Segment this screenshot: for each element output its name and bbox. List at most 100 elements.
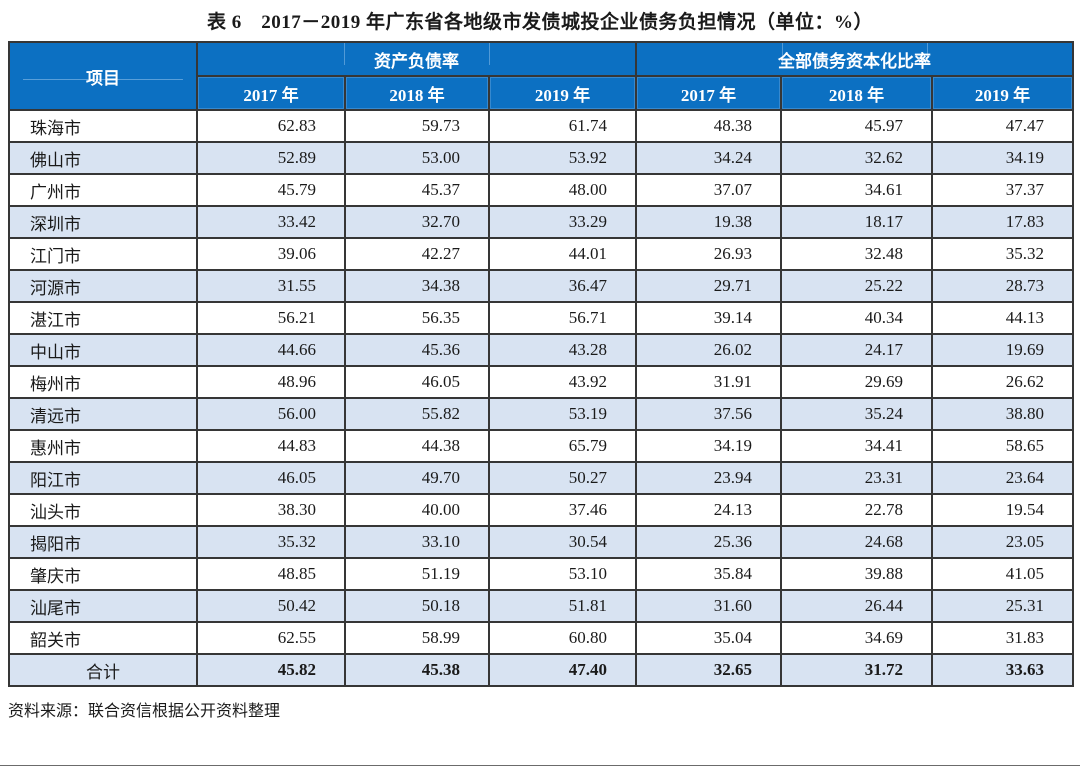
table-row: 中山市 44.66 45.36 43.28 26.02 24.17 19.69 (8, 333, 1075, 367)
bottom-divider (0, 765, 1080, 766)
value-cell: 58.99 (344, 621, 490, 655)
total-value-cell: 45.38 (344, 653, 490, 687)
value-cell: 31.83 (930, 621, 1075, 655)
value-cell: 48.00 (488, 173, 637, 207)
value-cell: 56.35 (344, 301, 490, 335)
city-name: 汕头市 (8, 493, 198, 527)
header-year-2019-b: 2019 年 (930, 75, 1075, 111)
value-cell: 45.97 (780, 109, 933, 143)
city-name: 佛山市 (8, 141, 198, 175)
value-cell: 35.32 (930, 237, 1075, 271)
city-name: 梅州市 (8, 365, 198, 399)
value-cell: 23.05 (930, 525, 1075, 559)
value-cell: 45.37 (344, 173, 490, 207)
value-cell: 55.82 (344, 397, 490, 431)
value-cell: 35.04 (635, 621, 782, 655)
table-row: 广州市 45.79 45.37 48.00 37.07 34.61 37.37 (8, 173, 1075, 207)
value-cell: 35.84 (635, 557, 782, 591)
header-year-2018-a: 2018 年 (344, 75, 490, 111)
value-cell: 23.94 (635, 461, 782, 495)
value-cell: 39.14 (635, 301, 782, 335)
value-cell: 38.80 (930, 397, 1075, 431)
city-name: 河源市 (8, 269, 198, 303)
value-cell: 50.18 (344, 589, 490, 623)
source-note: 资料来源：联合资信根据公开资料整理 (8, 703, 281, 720)
value-cell: 34.41 (780, 429, 933, 463)
debt-burden-table: 项目 资产负债率 全部债务资本化比率 2017 年 2018 年 2019 年 … (8, 41, 1075, 687)
value-cell: 53.92 (488, 141, 637, 175)
table-row: 清远市 56.00 55.82 53.19 37.56 35.24 38.80 (8, 397, 1075, 431)
city-name: 深圳市 (8, 205, 198, 239)
city-name: 惠州市 (8, 429, 198, 463)
table-row: 汕尾市 50.42 50.18 51.81 31.60 26.44 25.31 (8, 589, 1075, 623)
value-cell: 44.13 (930, 301, 1075, 335)
table-row: 韶关市 62.55 58.99 60.80 35.04 34.69 31.83 (8, 621, 1075, 655)
value-cell: 32.62 (780, 141, 933, 175)
city-name: 肇庆市 (8, 557, 198, 591)
value-cell: 56.00 (196, 397, 346, 431)
total-value-cell: 31.72 (780, 653, 933, 687)
value-cell: 59.73 (344, 109, 490, 143)
value-cell: 34.38 (344, 269, 490, 303)
value-cell: 31.60 (635, 589, 782, 623)
value-cell: 50.27 (488, 461, 637, 495)
table-row: 揭阳市 35.32 33.10 30.54 25.36 24.68 23.05 (8, 525, 1075, 559)
value-cell: 47.47 (930, 109, 1075, 143)
value-cell: 44.83 (196, 429, 346, 463)
value-cell: 29.69 (780, 365, 933, 399)
header-year-2018-b: 2018 年 (780, 75, 933, 111)
value-cell: 58.65 (930, 429, 1075, 463)
value-cell: 44.66 (196, 333, 346, 367)
value-cell: 53.10 (488, 557, 637, 591)
header-year-2019-a: 2019 年 (488, 75, 637, 111)
city-name: 揭阳市 (8, 525, 198, 559)
value-cell: 34.61 (780, 173, 933, 207)
city-name: 湛江市 (8, 301, 198, 335)
value-cell: 33.29 (488, 205, 637, 239)
value-cell: 53.00 (344, 141, 490, 175)
value-cell: 51.81 (488, 589, 637, 623)
value-cell: 56.21 (196, 301, 346, 335)
city-name: 汕尾市 (8, 589, 198, 623)
value-cell: 34.69 (780, 621, 933, 655)
value-cell: 35.32 (196, 525, 346, 559)
value-cell: 24.13 (635, 493, 782, 527)
value-cell: 39.88 (780, 557, 933, 591)
value-cell: 25.31 (930, 589, 1075, 623)
table-row: 阳江市 46.05 49.70 50.27 23.94 23.31 23.64 (8, 461, 1075, 495)
value-cell: 38.30 (196, 493, 346, 527)
header-group-asset-liability-ratio: 资产负债率 (196, 41, 637, 77)
value-cell: 44.38 (344, 429, 490, 463)
value-cell: 23.64 (930, 461, 1075, 495)
header-group-total-debt-capitalization-ratio: 全部债务资本化比率 (634, 41, 1075, 77)
value-cell: 51.19 (344, 557, 490, 591)
value-cell: 40.00 (344, 493, 490, 527)
value-cell: 31.91 (635, 365, 782, 399)
table-row: 珠海市 62.83 59.73 61.74 48.38 45.97 47.47 (8, 109, 1075, 143)
total-value-cell: 33.63 (930, 653, 1075, 687)
value-cell: 46.05 (344, 365, 490, 399)
city-name: 江门市 (8, 237, 198, 271)
value-cell: 37.07 (635, 173, 782, 207)
value-cell: 34.24 (635, 141, 782, 175)
value-cell: 24.17 (780, 333, 933, 367)
table-title: 表 6 2017－2019 年广东省各地级市发债城投企业债务负担情况（单位：%） (206, 12, 873, 33)
value-cell: 61.74 (488, 109, 637, 143)
table-row: 梅州市 48.96 46.05 43.92 31.91 29.69 26.62 (8, 365, 1075, 399)
value-cell: 26.02 (635, 333, 782, 367)
header-year-2017-a: 2017 年 (196, 75, 346, 111)
value-cell: 18.17 (780, 205, 933, 239)
value-cell: 46.05 (196, 461, 346, 495)
city-name: 中山市 (8, 333, 198, 367)
city-name: 广州市 (8, 173, 198, 207)
value-cell: 62.55 (196, 621, 346, 655)
value-cell: 22.78 (780, 493, 933, 527)
table-row: 湛江市 56.21 56.35 56.71 39.14 40.34 44.13 (8, 301, 1075, 335)
value-cell: 45.79 (196, 173, 346, 207)
table-body: 珠海市 62.83 59.73 61.74 48.38 45.97 47.47 … (8, 109, 1075, 687)
value-cell: 36.47 (488, 269, 637, 303)
value-cell: 34.19 (930, 141, 1075, 175)
value-cell: 37.37 (930, 173, 1075, 207)
value-cell: 29.71 (635, 269, 782, 303)
value-cell: 34.19 (635, 429, 782, 463)
